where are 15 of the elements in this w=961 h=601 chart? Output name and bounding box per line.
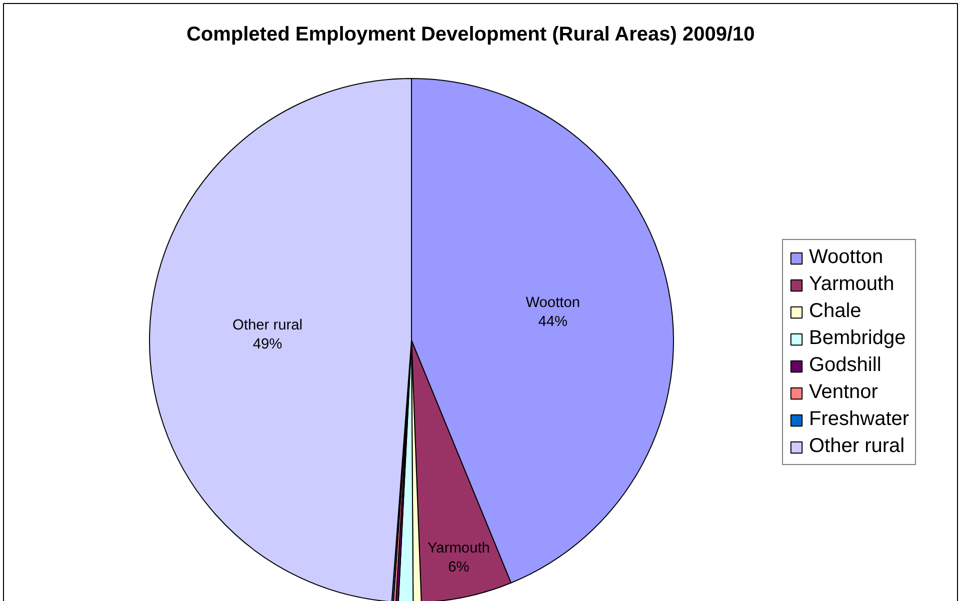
legend-label: Freshwater bbox=[809, 408, 910, 431]
legend-label: Ventnor bbox=[809, 381, 878, 404]
legend-label: Godshill bbox=[809, 354, 882, 377]
data-label: 44% bbox=[538, 314, 568, 330]
slice-label: Yarmouth bbox=[427, 540, 490, 557]
legend-label: Wootton bbox=[809, 246, 884, 269]
slice-label: Wootton bbox=[526, 295, 580, 312]
legend-label: Chale bbox=[809, 300, 862, 323]
legend-label: Yarmouth bbox=[809, 273, 894, 296]
data-label: 49% bbox=[252, 336, 282, 353]
legend-label: Other rural bbox=[809, 435, 905, 458]
data-label: 6% bbox=[448, 560, 470, 576]
chart-title: Completed Employment Development (Rural Areas) 2009/10 bbox=[186, 24, 755, 46]
legend-label: Bembridge bbox=[809, 327, 906, 350]
slice-label: Other rural bbox=[232, 317, 303, 334]
